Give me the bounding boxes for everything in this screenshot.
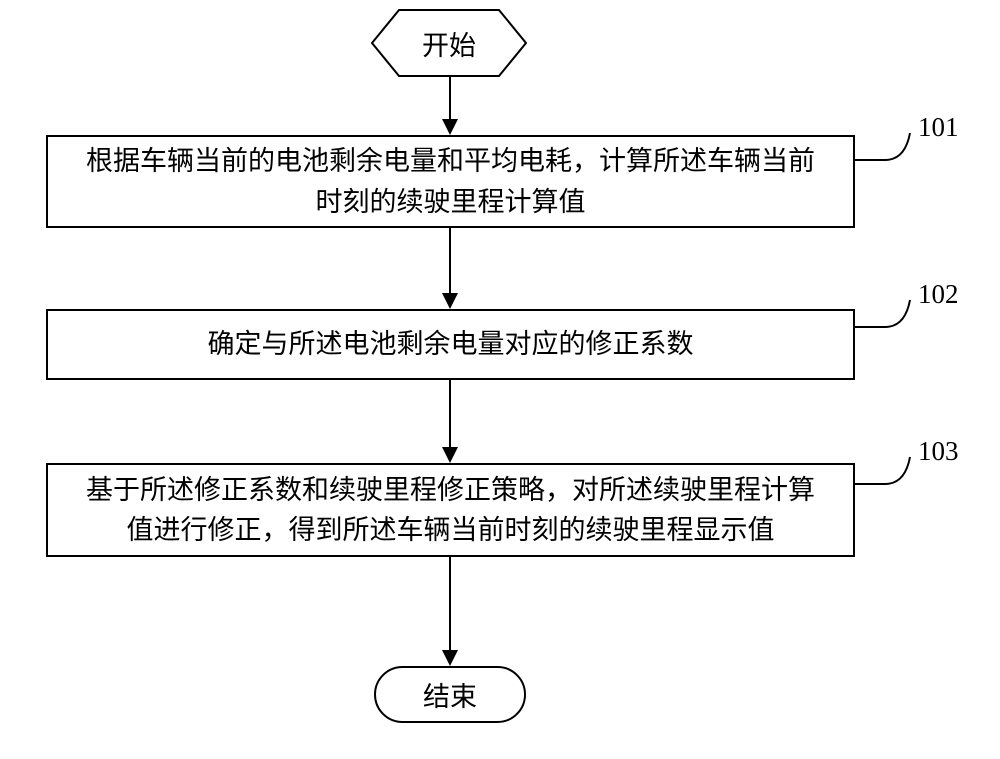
step3-line1: 基于所述修正系数和续驶里程修正策略，对所述续驶里程计算 <box>86 475 815 505</box>
start-node: 开始 <box>371 9 527 77</box>
leader-103 <box>855 452 915 492</box>
start-label: 开始 <box>422 24 476 63</box>
step1-line1: 根据车辆当前的电池剩余电量和平均电耗，计算所述车辆当前 <box>86 146 815 176</box>
arrow-2 <box>449 228 451 293</box>
arrow-4 <box>449 557 451 650</box>
leader-101 <box>855 128 915 168</box>
step1-line2: 时刻的续驶里程计算值 <box>316 187 586 217</box>
arrow-3 <box>449 380 451 447</box>
step3-node: 基于所述修正系数和续驶里程修正策略，对所述续驶里程计算 值进行修正，得到所述车辆… <box>46 463 855 557</box>
end-label: 结束 <box>423 675 477 714</box>
label-102: 102 <box>918 279 959 310</box>
step2-node: 确定与所述电池剩余电量对应的修正系数 <box>46 309 855 380</box>
leader-102 <box>855 295 915 335</box>
end-node: 结束 <box>374 666 526 723</box>
arrow-4-head <box>442 650 458 666</box>
label-103: 103 <box>918 436 959 467</box>
step3-line2: 值进行修正，得到所述车辆当前时刻的续驶里程显示值 <box>127 515 775 545</box>
step1-node: 根据车辆当前的电池剩余电量和平均电耗，计算所述车辆当前 时刻的续驶里程计算值 <box>46 135 855 228</box>
arrow-1 <box>449 77 451 119</box>
flowchart-canvas: 开始 根据车辆当前的电池剩余电量和平均电耗，计算所述车辆当前 时刻的续驶里程计算… <box>0 0 1000 759</box>
arrow-2-head <box>442 293 458 309</box>
label-101: 101 <box>918 112 959 143</box>
step2-text: 确定与所述电池剩余电量对应的修正系数 <box>208 329 694 359</box>
